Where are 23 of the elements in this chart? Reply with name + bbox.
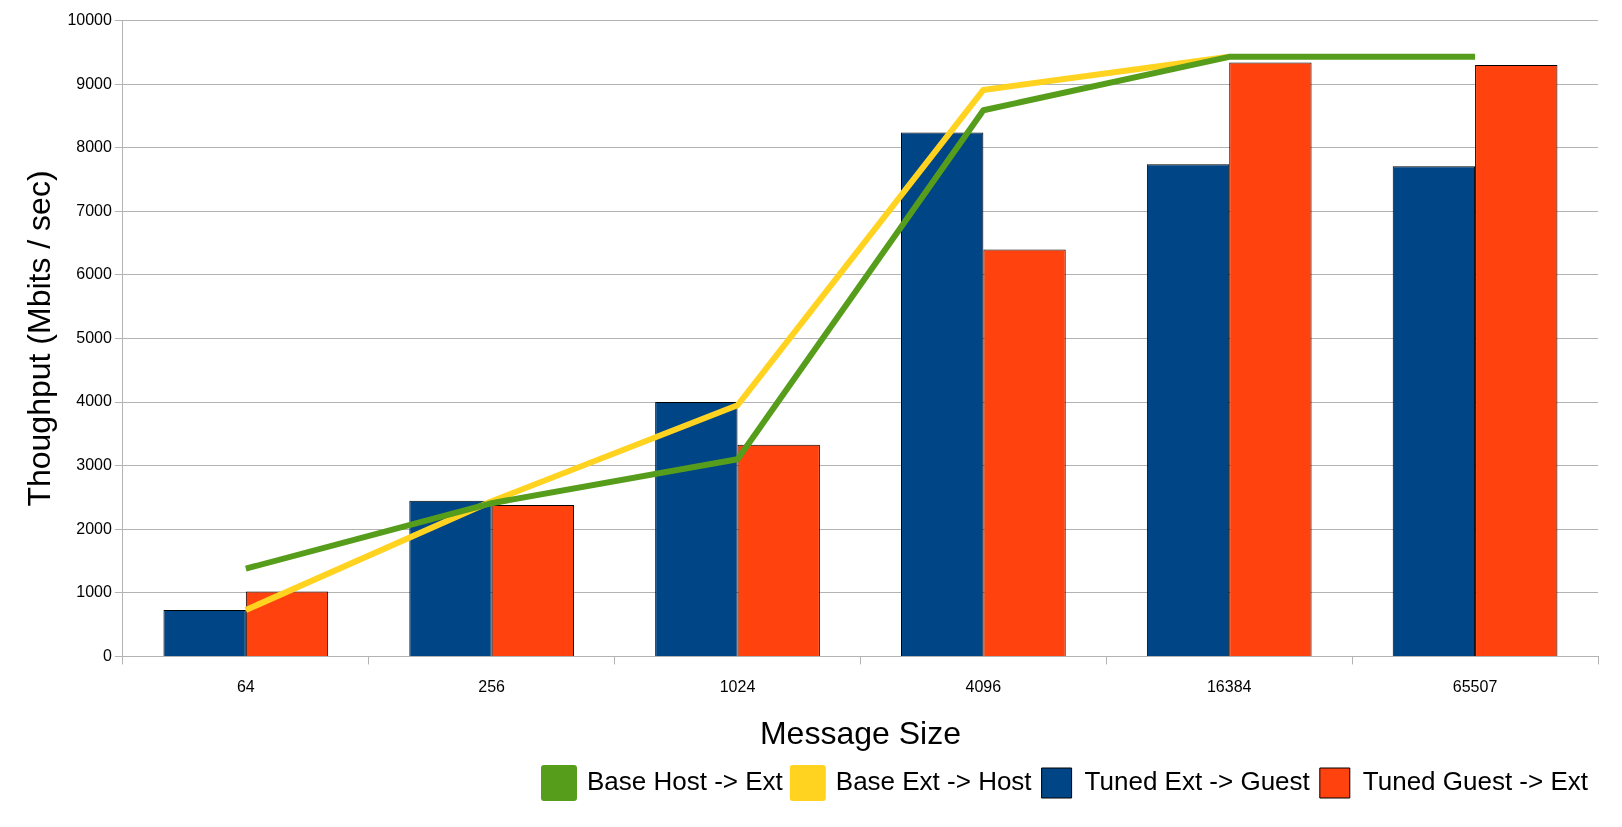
x-tick-label: 256 [478, 678, 506, 696]
y-tick-label: 2000 [76, 519, 112, 537]
y-tick-label: 4000 [76, 392, 112, 410]
y-tick-label: 3000 [76, 456, 112, 474]
legend-label: Tuned Ext -> Guest [1084, 766, 1311, 797]
legend-label: Base Ext -> Host [835, 766, 1033, 797]
x-tick-label: 4096 [965, 678, 1002, 696]
x-axis-title: Message Size [759, 714, 961, 751]
x-tick-label: 1024 [719, 678, 756, 696]
y-tick-label: 8000 [76, 138, 112, 156]
y-tick-label: 7000 [76, 201, 112, 219]
y-tick-label: 0 [102, 646, 112, 664]
y-tick-label: 6000 [76, 265, 112, 283]
x-tick-label: 65507 [1452, 678, 1498, 696]
legend-label: Base Host -> Ext [587, 766, 784, 797]
y-tick-label: 1000 [76, 583, 112, 601]
x-tick-label: 64 [236, 678, 255, 696]
legend-label: Tuned Guest -> Ext [1362, 766, 1589, 797]
y-axis-title: Thoughput (Mbits / sec) [21, 170, 58, 507]
x-tick-label: 16384 [1206, 678, 1252, 696]
y-tick-label: 9000 [76, 74, 112, 92]
y-tick-label: 10000 [67, 11, 112, 29]
y-tick-label: 5000 [76, 328, 112, 346]
